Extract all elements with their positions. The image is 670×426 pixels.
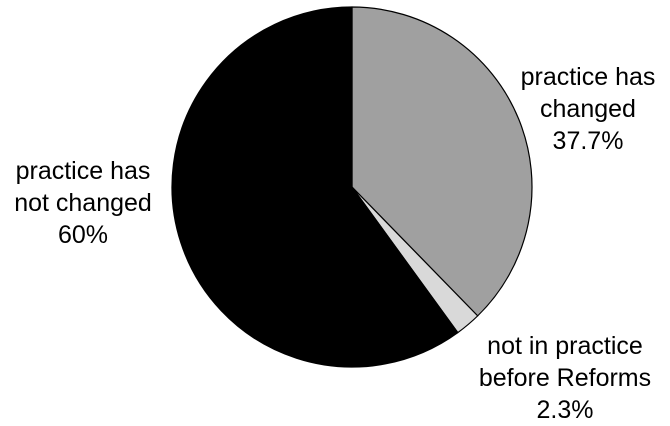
pie-slice-practice-changed: [351, 6, 533, 317]
slice-value-label: 37.7%: [552, 127, 624, 155]
slice-label-line: changed: [540, 95, 636, 123]
pie-slice-practice-not-changed: [171, 6, 459, 368]
slice-label-practice-not-changed: practice has not changed 60%: [0, 155, 166, 251]
slice-label-line: practice has: [15, 157, 151, 185]
slice-label-not-in-practice: not in practice before Reforms 2.3%: [465, 330, 665, 426]
slice-label-line: practice has: [520, 63, 656, 91]
slice-value-label: 60%: [57, 221, 109, 249]
slice-label-line: not changed: [14, 189, 152, 217]
pie-chart-canvas: [171, 6, 533, 368]
pie-chart: practice has changed 37.7% not in practi…: [0, 6, 663, 424]
slice-label-line: not in practice: [487, 332, 643, 360]
slice-label-practice-changed: practice has changed 37.7%: [513, 61, 663, 157]
slice-value-label: 2.3%: [536, 396, 594, 424]
slice-label-line: before Reforms: [478, 364, 652, 392]
